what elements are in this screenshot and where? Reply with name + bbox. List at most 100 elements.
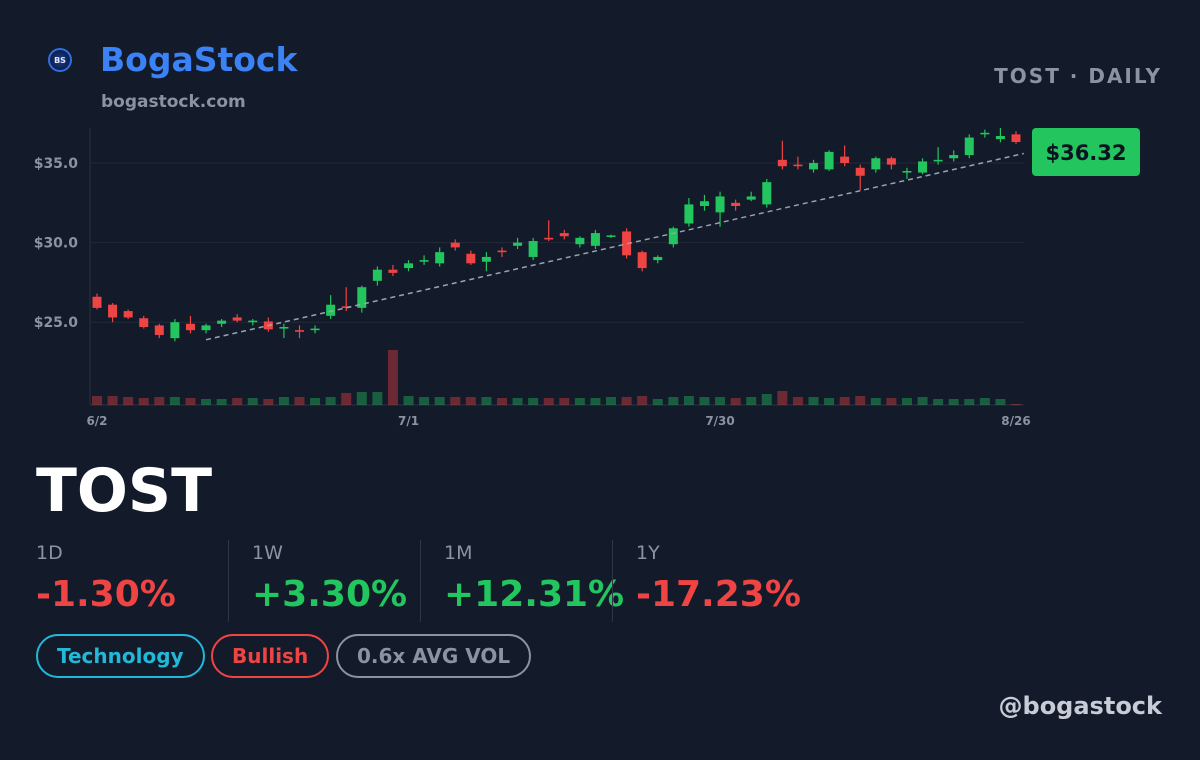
candle-body bbox=[793, 164, 803, 167]
trendline bbox=[205, 152, 1024, 341]
volume-bar bbox=[668, 397, 679, 405]
volume-bar bbox=[465, 397, 476, 405]
y-tick-label: $25.0 bbox=[34, 315, 79, 331]
brand: BogaStock bbox=[100, 40, 298, 79]
volume-bar bbox=[699, 397, 710, 405]
y-tick-label: $30.0 bbox=[34, 236, 79, 252]
candle-body bbox=[622, 231, 632, 256]
volume-bar bbox=[481, 397, 492, 405]
candle-body bbox=[217, 320, 227, 324]
candle-body bbox=[388, 269, 398, 273]
tag: Technology bbox=[36, 634, 205, 678]
candle-body bbox=[139, 318, 149, 327]
volume-bar bbox=[870, 398, 881, 405]
y-tick-label: $35.0 bbox=[34, 156, 79, 172]
volume-bar bbox=[278, 397, 289, 405]
candle-body bbox=[606, 235, 616, 237]
volume-bar bbox=[792, 397, 803, 405]
volume-bar bbox=[933, 399, 944, 405]
volume-bar bbox=[387, 350, 398, 405]
volume-bar bbox=[356, 392, 367, 405]
candle-body bbox=[715, 196, 725, 213]
candle-body bbox=[777, 159, 787, 167]
volume-bar bbox=[543, 398, 554, 405]
volume-bar bbox=[777, 391, 788, 405]
candle-body bbox=[559, 233, 569, 237]
volume-bar bbox=[964, 399, 975, 405]
candle-body bbox=[995, 135, 1005, 140]
x-tick-label: 8/26 bbox=[1001, 414, 1030, 428]
volume-bar bbox=[824, 398, 835, 405]
volume-bar bbox=[263, 399, 274, 405]
candle-body bbox=[497, 250, 507, 253]
volume-bar bbox=[92, 396, 102, 405]
candle-body bbox=[123, 311, 133, 318]
candle-body bbox=[855, 167, 865, 176]
candle-body bbox=[964, 137, 974, 156]
candle-body bbox=[902, 170, 912, 173]
stat: 1Y -17.23% bbox=[636, 540, 801, 622]
candle-body bbox=[746, 196, 756, 200]
volume-bar bbox=[606, 397, 617, 405]
candle-body bbox=[980, 132, 990, 135]
candle-body bbox=[341, 306, 351, 308]
candle-body bbox=[653, 256, 663, 261]
candle-body bbox=[232, 317, 242, 321]
candle-body bbox=[762, 182, 772, 205]
volume-bar bbox=[372, 392, 383, 405]
stat-change: +3.30% bbox=[252, 574, 408, 615]
volume-bar bbox=[325, 397, 336, 405]
candle-body bbox=[201, 325, 211, 331]
candle-body bbox=[1011, 134, 1021, 143]
volume-bar bbox=[808, 397, 819, 405]
candle-body bbox=[481, 256, 491, 262]
candle-body bbox=[435, 252, 445, 264]
candle-body bbox=[886, 158, 896, 165]
volume-bar bbox=[715, 397, 726, 405]
candle-body bbox=[108, 304, 118, 318]
candle-body bbox=[871, 158, 881, 170]
chart: $25.0 $30.0 $35.0 6/2 7/1 7/30 8/26 $36.32 bbox=[34, 128, 1140, 428]
volume-bar bbox=[746, 397, 757, 405]
volume-bar bbox=[1011, 404, 1021, 405]
candle-body bbox=[544, 237, 554, 240]
candle-body bbox=[294, 330, 304, 332]
candle-body bbox=[684, 204, 694, 224]
candle-body bbox=[419, 260, 429, 262]
volume-bar bbox=[559, 398, 570, 405]
volume-bar bbox=[948, 399, 959, 405]
candle-body bbox=[949, 155, 959, 159]
candle-body bbox=[92, 296, 102, 308]
candle-body bbox=[466, 253, 476, 264]
volume-bar bbox=[621, 397, 632, 405]
volume-bar bbox=[574, 398, 585, 405]
volume-bar bbox=[169, 397, 180, 405]
candle-body bbox=[575, 237, 585, 245]
stat: 1M +12.31% bbox=[444, 540, 624, 622]
stat-period: 1Y bbox=[636, 542, 660, 564]
volume-bar bbox=[450, 397, 461, 405]
tag: 0.6x AVG VOL bbox=[336, 634, 532, 678]
stat: 1D -1.30% bbox=[36, 540, 176, 622]
volume-bar bbox=[403, 396, 414, 405]
candle-body bbox=[170, 322, 180, 339]
volume-bar bbox=[761, 394, 772, 405]
volume-bar bbox=[341, 393, 352, 405]
volume-bar bbox=[185, 398, 196, 405]
candle-body bbox=[731, 202, 741, 207]
tag: Bullish bbox=[211, 634, 330, 678]
volume-bar bbox=[434, 397, 445, 405]
volume-bar bbox=[310, 398, 321, 405]
volume-bar bbox=[901, 398, 912, 405]
stat-change: +12.31% bbox=[444, 574, 625, 615]
price-label: $36.32 bbox=[1045, 141, 1126, 165]
volume-bar bbox=[216, 399, 227, 405]
volume-bar bbox=[232, 398, 243, 405]
url: bogastock.com bbox=[101, 92, 246, 112]
volume-bar bbox=[652, 399, 663, 405]
divider bbox=[612, 540, 613, 622]
candle-body bbox=[699, 201, 709, 207]
volume-bar bbox=[917, 397, 928, 405]
stat-period: 1M bbox=[444, 542, 473, 564]
volume-bar bbox=[855, 396, 866, 405]
